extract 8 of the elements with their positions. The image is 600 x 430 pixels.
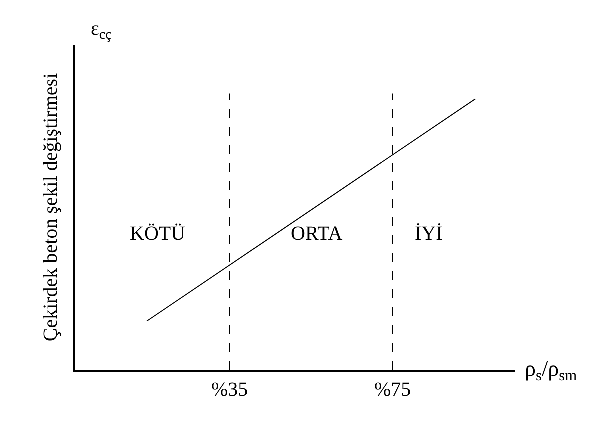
annotation: ORTA [291,223,344,245]
text: ε$_{cç}$ [91,18,112,44]
x-tick-label: %75 [374,379,412,401]
annotation: İYİ [415,223,443,245]
x-tick-label: %35 [211,379,248,401]
y-axis-title: Çekirdek beton şekil değiştirmesi [40,72,62,342]
x-axis-title: ρ$_{s}$/ρ$_{sm}$ [525,356,578,385]
annotation: KÖTÜ [130,223,186,245]
